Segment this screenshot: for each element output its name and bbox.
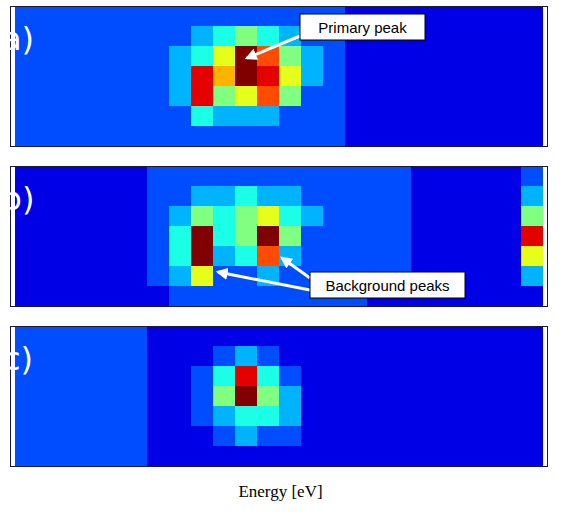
html-text:Energy [eV]: Energy [eV] [238, 482, 323, 501]
svg-text:a): a) [2, 20, 34, 58]
svg-text:Primary peak: Primary peak [318, 19, 407, 36]
svg-text:b): b) [2, 180, 35, 218]
svg-text:Background peaks: Background peaks [325, 277, 449, 294]
svg-text:c): c) [3, 340, 33, 378]
